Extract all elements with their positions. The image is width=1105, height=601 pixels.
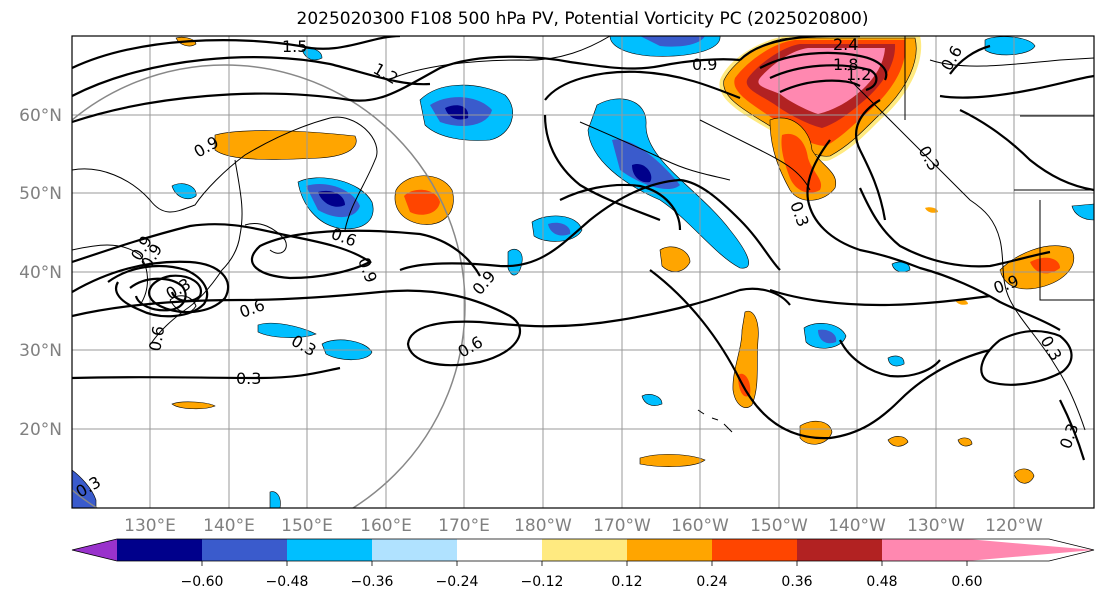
lon-label: 120°W <box>985 516 1043 536</box>
colorbar-arrow-low <box>72 539 117 561</box>
colorbar-tick-label: 0.36 <box>781 574 812 590</box>
colorbar-segment <box>797 539 882 561</box>
lon-label: 160°W <box>671 516 729 536</box>
lon-label: 140°E <box>203 516 255 536</box>
lat-label: 40°N <box>19 263 62 283</box>
colorbar-tick-label: 0.60 <box>951 574 982 590</box>
colorbar-segment <box>712 539 797 561</box>
map-title: 2025020300 F108 500 hPa PV, Potential Vo… <box>296 9 869 29</box>
colorbar-tick-label: −0.36 <box>351 574 394 590</box>
colorbar-tick-label: −0.12 <box>521 574 564 590</box>
colorbar-segment <box>372 539 457 561</box>
colorbar-tick-label: −0.24 <box>436 574 479 590</box>
lon-label: 150°W <box>750 516 808 536</box>
lon-label: 160°E <box>360 516 412 536</box>
colorbar-segment <box>457 539 542 561</box>
lon-label: 170°E <box>438 516 490 536</box>
contour-label: 1.8 <box>833 55 858 74</box>
lon-label: 130°W <box>907 516 965 536</box>
contour-label: 0.9 <box>692 55 717 74</box>
map-frame <box>71 35 1095 509</box>
colorbar-arrow-high <box>967 539 1094 561</box>
lon-label: 150°E <box>281 516 333 536</box>
latitude-labels: 60°N 50°N 40°N 30°N 20°N <box>19 106 62 440</box>
graticule <box>72 36 1094 508</box>
lon-label: 140°W <box>828 516 886 536</box>
colorbar-tick-label: −0.48 <box>266 574 309 590</box>
colorbar-tick-label: −0.60 <box>181 574 224 590</box>
contour-label: 2.4 <box>833 35 858 54</box>
colorbar-segment <box>117 539 202 561</box>
coastlines <box>72 36 1094 433</box>
contour-label: 0.6 <box>145 324 168 352</box>
colorbar-ticks <box>201 561 968 566</box>
lon-label: 170°W <box>593 516 651 536</box>
colorbar-tick-label: 0.12 <box>611 574 642 590</box>
range-circle <box>72 64 466 508</box>
lat-label: 50°N <box>19 184 62 204</box>
colorbar-tick-label: 0.48 <box>866 574 897 590</box>
longitude-labels: 130°E 140°E 150°E 160°E 170°E 180°W 170°… <box>124 516 1043 536</box>
lat-label: 30°N <box>19 341 62 361</box>
lon-label: 180°W <box>514 516 572 536</box>
contour-label: 1.5 <box>282 37 307 56</box>
colorbar-segment <box>202 539 287 561</box>
contour-label: 1.2 <box>846 65 871 84</box>
colorbar-outline <box>71 538 1095 562</box>
colorbar-segment <box>882 539 967 561</box>
contour-label: 0.3 <box>236 369 261 388</box>
lat-label: 60°N <box>19 106 62 126</box>
lat-label: 20°N <box>19 420 62 440</box>
colorbar: −0.60 −0.48 −0.36 −0.24 −0.12 0.12 0.24 … <box>71 538 1095 590</box>
pv-contours <box>72 36 1094 461</box>
pv-negative-fills <box>72 36 1094 508</box>
colorbar-tick-label: 0.24 <box>696 574 727 590</box>
colorbar-segment <box>627 539 712 561</box>
colorbar-segment <box>287 539 372 561</box>
lon-label: 130°E <box>124 516 176 536</box>
colorbar-segment <box>542 539 627 561</box>
